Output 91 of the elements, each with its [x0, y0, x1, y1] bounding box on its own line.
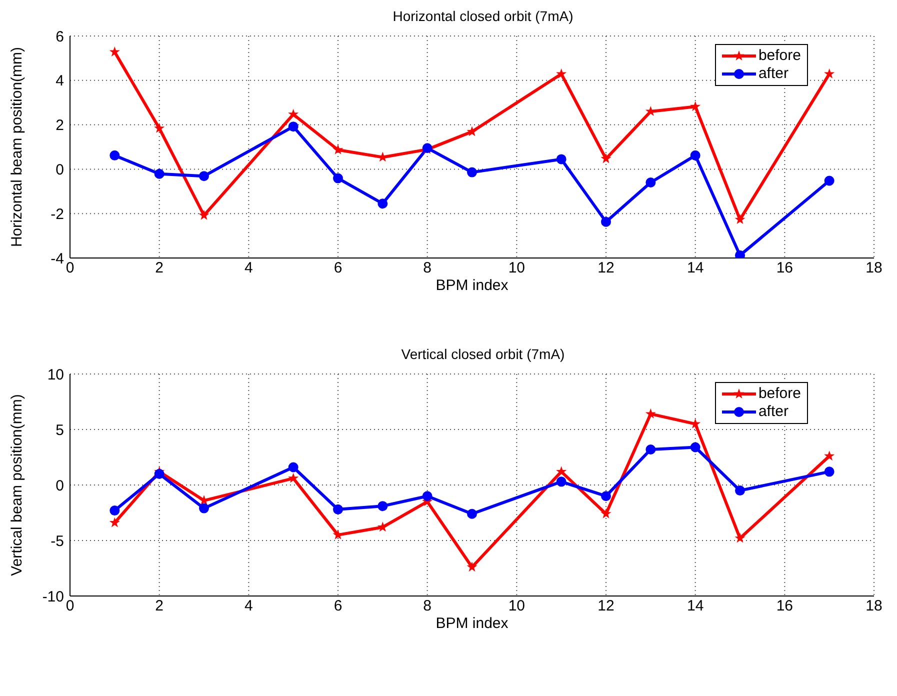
x-tick-label: 2	[155, 260, 164, 277]
x-tick-label: 4	[244, 260, 253, 277]
point	[110, 47, 119, 56]
x-tick-label: 18	[866, 260, 882, 277]
point	[824, 176, 834, 186]
point	[378, 501, 388, 512]
legend-label: before	[758, 47, 801, 65]
x-tick-label: 16	[776, 598, 794, 615]
point	[199, 503, 209, 514]
y-tick-label: -2	[50, 206, 64, 223]
legend-label: after	[758, 65, 788, 83]
x-tick-label: 12	[598, 260, 614, 277]
x-tick-label: 8	[423, 598, 432, 615]
y-tick-label: -5	[50, 532, 64, 550]
point	[110, 506, 120, 516]
point	[289, 110, 298, 118]
point	[468, 562, 476, 571]
y-tick-label: 0	[56, 477, 64, 494]
point	[378, 522, 387, 531]
point	[601, 491, 611, 502]
point	[333, 504, 343, 514]
point	[646, 178, 656, 188]
point	[110, 150, 120, 160]
point	[690, 150, 700, 160]
y-axis-title: Vertical beam position(mm)	[8, 394, 26, 576]
point	[110, 518, 119, 526]
y-tick-label: 10	[47, 366, 64, 384]
point	[601, 216, 611, 227]
y-tick-label: 4	[56, 72, 64, 90]
point	[467, 167, 477, 178]
point	[289, 474, 298, 482]
point	[378, 198, 388, 209]
point	[691, 419, 700, 428]
point	[333, 173, 343, 184]
x-tick-label: 14	[686, 598, 704, 615]
point	[825, 452, 834, 460]
y-axis-title: Horizontal beam position(mm)	[8, 46, 26, 248]
legend-label: before	[758, 385, 801, 403]
x-tick-label: 10	[508, 260, 526, 277]
y-tick-label: 2	[56, 117, 64, 134]
point	[736, 215, 744, 224]
chart-title: Horizontal closed orbit (7mA)	[392, 8, 574, 26]
point	[646, 409, 655, 418]
point	[467, 508, 477, 519]
point	[646, 106, 655, 116]
point	[736, 534, 744, 542]
point	[556, 476, 566, 487]
y-tick-label: 0	[56, 162, 64, 179]
y-tick-label: 6	[56, 28, 64, 46]
x-tick-label: 16	[776, 260, 794, 277]
x-axis-title: BPM index	[436, 277, 509, 294]
y-tick-label: 5	[56, 422, 64, 439]
x-tick-label: 10	[508, 598, 526, 615]
x-tick-label: 6	[334, 598, 342, 615]
legend-label: after	[758, 403, 788, 421]
y-tick-label: -10	[42, 588, 64, 606]
point	[735, 486, 745, 496]
y-tick-label: -4	[50, 250, 64, 268]
point	[155, 124, 164, 132]
point	[200, 210, 208, 220]
point	[556, 154, 566, 164]
point	[602, 154, 610, 162]
point	[468, 127, 476, 136]
x-tick-label: 18	[866, 598, 882, 615]
point	[691, 102, 700, 110]
x-tick-label: 14	[686, 260, 704, 277]
point	[334, 530, 342, 539]
point	[378, 152, 387, 161]
point	[824, 466, 834, 477]
x-tick-label: 4	[244, 598, 253, 615]
point	[602, 509, 610, 518]
point	[735, 250, 745, 258]
point	[557, 69, 566, 78]
x-axis-title: BPM index	[436, 615, 509, 632]
point	[825, 69, 834, 78]
point	[154, 468, 164, 479]
point	[646, 444, 656, 454]
point	[200, 496, 208, 504]
point	[422, 491, 432, 502]
point	[690, 442, 700, 452]
x-tick-label: 2	[155, 598, 164, 615]
point	[288, 462, 298, 472]
chart-title: Vertical closed orbit (7mA)	[400, 346, 566, 364]
x-tick-label: 6	[334, 260, 342, 277]
point	[199, 171, 209, 182]
x-tick-label: 12	[598, 598, 614, 615]
point	[334, 145, 342, 154]
x-tick-label: 8	[423, 260, 432, 277]
point	[557, 467, 566, 476]
point	[288, 122, 298, 132]
point	[154, 168, 164, 179]
